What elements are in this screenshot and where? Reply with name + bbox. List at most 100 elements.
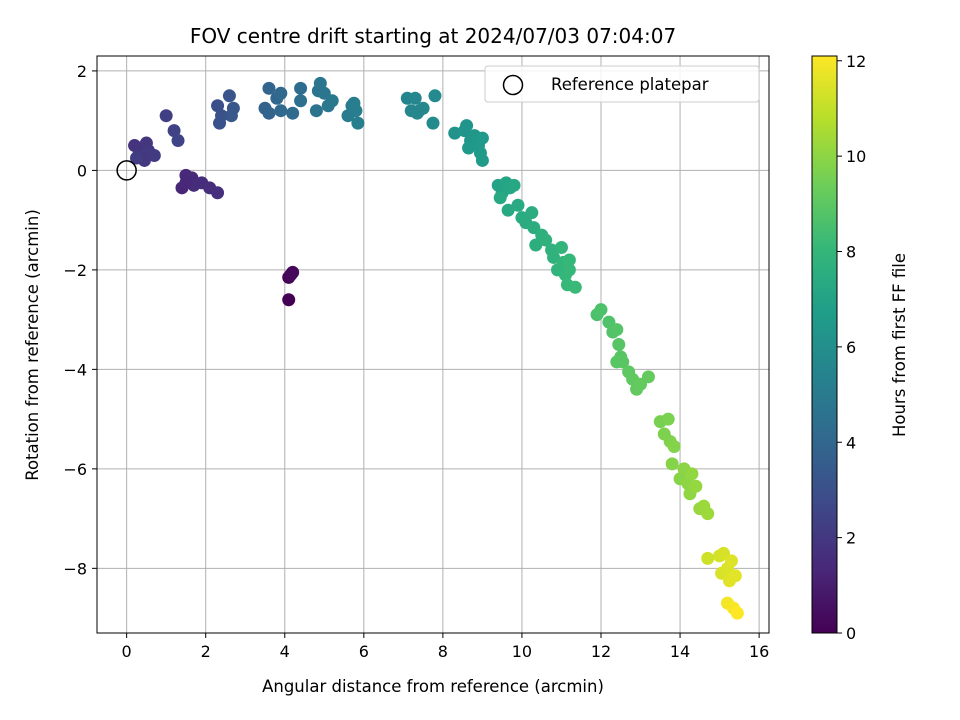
scatter-point xyxy=(274,86,288,100)
y-tick-label: −8 xyxy=(63,559,87,578)
legend-box xyxy=(484,65,760,103)
y-tick-label: −6 xyxy=(63,460,87,479)
x-tick-label: 2 xyxy=(201,642,211,661)
scatter-point xyxy=(475,153,489,167)
scatter-point xyxy=(612,338,626,351)
legend-marker-reference xyxy=(502,74,524,96)
y-tick-label: −2 xyxy=(63,261,87,280)
scatter-point xyxy=(325,94,339,108)
scatter-point xyxy=(701,507,715,521)
scatter-point xyxy=(730,606,744,620)
scatter-point xyxy=(224,109,238,123)
legend-label-reference: Reference platepar xyxy=(551,75,709,94)
scatter-point xyxy=(507,178,521,192)
colorbar-tick-label: 10 xyxy=(846,147,866,166)
scatter-point xyxy=(547,250,561,264)
scatter-point xyxy=(728,569,742,583)
scatter-point xyxy=(475,131,489,145)
scatter-point xyxy=(408,91,422,105)
colorbar: 0 2 4 6 8 10 12 Hours from first FF file xyxy=(811,52,909,643)
scatter-point xyxy=(179,176,193,190)
scatter-point xyxy=(428,89,442,103)
scatter-point xyxy=(349,104,363,118)
scatter-point xyxy=(501,203,515,217)
scatter-point xyxy=(554,241,568,255)
scatter-point xyxy=(213,116,227,130)
x-tick-label: 12 xyxy=(591,642,611,661)
x-tick-label: 8 xyxy=(438,642,448,661)
scatter-points xyxy=(128,76,744,620)
colorbar-tick-label: 2 xyxy=(846,529,856,548)
scatter-point xyxy=(294,81,308,95)
colorbar-tick-label: 0 xyxy=(846,624,856,643)
reference-marker xyxy=(116,160,137,181)
x-tick-label: 4 xyxy=(280,642,290,661)
scatter-point xyxy=(525,206,539,220)
scatter-point xyxy=(262,106,276,120)
scatter-point xyxy=(211,186,225,200)
y-tick-label: 0 xyxy=(77,161,87,180)
scatter-point xyxy=(594,303,608,317)
colorbar-ticks: 0 2 4 6 8 10 12 xyxy=(837,52,866,643)
scatter-point xyxy=(286,106,300,120)
scatter-point xyxy=(274,104,288,118)
scatter-point xyxy=(701,551,715,565)
scatter-point xyxy=(282,293,296,307)
scatter-point xyxy=(130,151,144,165)
scatter-point xyxy=(159,109,173,123)
scatter-point xyxy=(167,124,181,138)
scatter-point xyxy=(448,126,462,140)
colorbar-tick-label: 6 xyxy=(846,338,856,357)
scatter-point xyxy=(309,104,323,118)
scatter-point xyxy=(539,233,553,247)
scatter-point xyxy=(426,116,440,130)
legend: Reference platepar xyxy=(484,65,760,103)
scatter-point xyxy=(665,457,679,471)
scatter-point xyxy=(222,89,236,103)
scatter-point xyxy=(511,198,525,212)
scatter-point xyxy=(568,280,582,294)
scatter-point xyxy=(412,104,426,118)
scatter-point xyxy=(667,439,681,453)
plot-frame xyxy=(96,55,770,634)
scatter-point xyxy=(262,81,276,95)
scatter-point xyxy=(351,116,365,130)
y-axis-label: Rotation from reference (arcmin) xyxy=(23,209,42,481)
x-tick-label: 16 xyxy=(749,642,769,661)
scatter-point xyxy=(689,479,703,493)
scatter-point xyxy=(661,412,675,426)
colorbar-tick-label: 12 xyxy=(846,52,866,71)
scatter-point xyxy=(294,94,308,108)
axes: 0 2 4 6 8 10 12 14 16 2 0 −2 −4 −6 −8 xyxy=(63,55,770,661)
colorbar-tick-label: 4 xyxy=(846,433,856,452)
y-tick-label: 2 xyxy=(77,62,87,81)
scatter-point xyxy=(610,323,624,337)
reference-layer xyxy=(116,160,137,181)
x-tick-label: 0 xyxy=(122,642,132,661)
scatter-point xyxy=(460,119,474,133)
y-tick-label: −4 xyxy=(63,360,87,379)
scatter-point xyxy=(641,370,655,384)
x-axis-label: Angular distance from reference (arcmin) xyxy=(262,677,604,696)
colorbar-label: Hours from first FF file xyxy=(890,253,909,437)
colorbar-tick-label: 8 xyxy=(846,243,856,262)
x-tick-label: 10 xyxy=(512,642,532,661)
scatter-point xyxy=(493,191,507,205)
scatter-point xyxy=(724,554,738,568)
scatter-point xyxy=(171,134,185,148)
scatter-point xyxy=(147,148,161,162)
scatter-point xyxy=(284,268,298,282)
scatter-point xyxy=(610,355,624,369)
chart-title: FOV centre drift starting at 2024/07/03 … xyxy=(190,24,676,48)
scatter-point xyxy=(685,467,699,481)
scatter-point xyxy=(313,76,327,90)
scatter-point xyxy=(562,263,576,277)
x-tick-label: 14 xyxy=(670,642,690,661)
scatter-point xyxy=(562,253,576,267)
scatter-point xyxy=(529,238,543,252)
colorbar-gradient xyxy=(811,55,838,634)
scatter-point xyxy=(462,141,476,155)
x-tick-label: 6 xyxy=(359,642,369,661)
